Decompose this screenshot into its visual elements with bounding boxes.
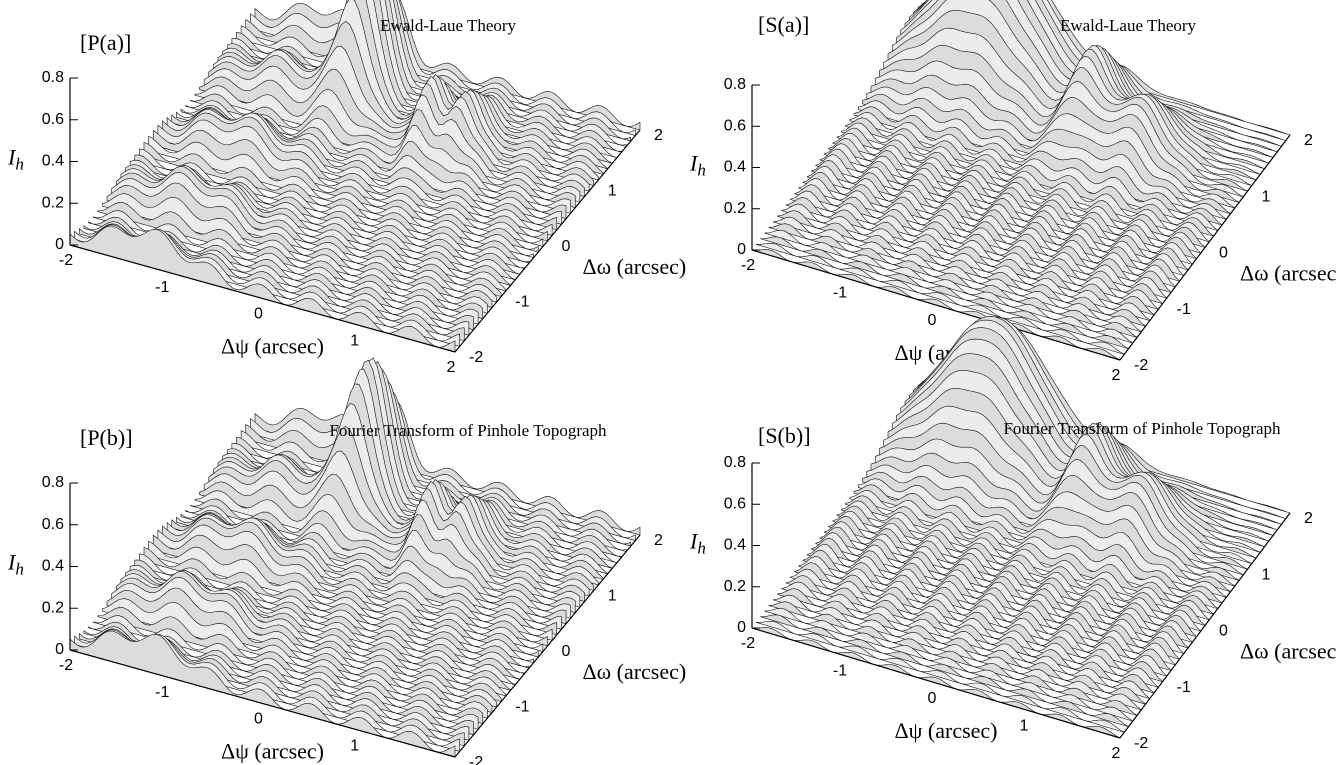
y-tick-label: -2 xyxy=(469,349,483,366)
surface xyxy=(752,0,1290,360)
y-tick-label: 0 xyxy=(562,238,571,255)
panel-label: [S(b)] xyxy=(758,423,811,448)
panel-title: Ewald-Laue Theory xyxy=(380,16,517,35)
y-tick-label: -2 xyxy=(1134,357,1148,374)
z-label-sub: h xyxy=(15,559,24,578)
z-tick-label: 0.8 xyxy=(42,69,64,86)
x-tick-label: 0 xyxy=(254,711,263,728)
z-tick-label: 0.8 xyxy=(724,76,746,93)
x-tick-label: 1 xyxy=(350,332,359,349)
z-axis-label: Ih xyxy=(7,145,24,174)
y-axis-label: Δω (arcsec) xyxy=(583,659,687,684)
z-label-sub: h xyxy=(15,154,24,173)
x-tick-label: 0 xyxy=(254,306,263,323)
z-label-sub: h xyxy=(697,160,706,179)
x-tick-label: -2 xyxy=(741,257,755,274)
surface xyxy=(70,0,640,352)
y-axis-label: Δω (arcsec) xyxy=(1240,639,1337,664)
x-tick-label: 0 xyxy=(928,312,937,329)
x-tick-label: -2 xyxy=(59,252,73,269)
x-tick-label: -1 xyxy=(155,684,169,701)
x-tick-label: 2 xyxy=(1112,367,1121,384)
z-tick-label: 0.6 xyxy=(42,111,64,128)
x-axis-label: Δψ (arcsec) xyxy=(221,334,324,359)
z-tick-label: 0.2 xyxy=(724,578,746,595)
y-tick-label: 1 xyxy=(608,183,617,200)
z-tick-label: 0 xyxy=(737,241,746,258)
y-tick-label: -1 xyxy=(515,294,529,311)
z-tick-label: 0 xyxy=(737,619,746,636)
x-tick-label: 0 xyxy=(928,690,937,707)
y-tick-label: 0 xyxy=(562,643,571,660)
z-axis-label: Ih xyxy=(689,151,706,180)
z-tick-label: 0.2 xyxy=(42,194,64,211)
panel-title: Fourier Transform of Pinhole Topograph xyxy=(329,421,607,440)
y-tick-label: 1 xyxy=(1262,566,1271,583)
y-tick-label: 2 xyxy=(654,127,663,144)
panel-title: Ewald-Laue Theory xyxy=(1060,16,1197,35)
z-tick-label: 0.8 xyxy=(42,474,64,491)
z-axis-label: Ih xyxy=(689,529,706,558)
panel: 0 0.2 0.4 0.6 0.8 -2 -1 0 1 2 -2 -1 0 1 2 Δψ (arcsec) Δω… xyxy=(7,358,686,765)
x-tick-label: 1 xyxy=(1020,718,1029,735)
y-tick-label: 1 xyxy=(608,588,617,605)
panel-label: [S(a)] xyxy=(758,12,809,37)
panel: 0 0.2 0.4 0.6 0.8 -2 -1 0 1 2 -2 -1 0 1 2 Δψ (arcsec) Δω… xyxy=(689,316,1337,762)
x-axis-label: Δψ (arcsec) xyxy=(894,718,997,743)
y-tick-label: 2 xyxy=(1304,132,1313,149)
x-tick-label: 1 xyxy=(350,737,359,754)
y-tick-label: -1 xyxy=(1177,301,1191,318)
x-tick-label: -2 xyxy=(741,635,755,652)
x-tick-label: -1 xyxy=(833,285,847,302)
z-tick-label: 0.2 xyxy=(42,599,64,616)
z-axis-label: Ih xyxy=(7,550,24,579)
y-tick-label: 2 xyxy=(654,532,663,549)
x-axis-label: Δψ (arcsec) xyxy=(221,739,324,764)
y-axis-label: Δω (arcsec) xyxy=(1240,261,1337,286)
x-tick-label: 2 xyxy=(1112,745,1121,762)
z-tick-label: 0.6 xyxy=(724,117,746,134)
y-tick-label: -2 xyxy=(469,754,483,765)
y-tick-label: 0 xyxy=(1219,245,1228,262)
z-tick-label: 0.4 xyxy=(724,537,746,554)
z-tick-label: 0.4 xyxy=(42,153,64,170)
y-tick-label: -1 xyxy=(515,699,529,716)
y-tick-label: -2 xyxy=(1134,735,1148,752)
z-tick-label: 0 xyxy=(55,641,64,658)
panel: 0 0.2 0.4 0.6 0.8 -2 -1 0 1 2 -2 -1 0 1 2 Δψ (arcsec) Δω… xyxy=(7,0,686,376)
y-tick-label: 2 xyxy=(1304,510,1313,527)
panel-title: Fourier Transform of Pinhole Topograph xyxy=(1003,419,1281,438)
x-tick-label: -1 xyxy=(155,279,169,296)
y-axis-label: Δω (arcsec) xyxy=(583,254,687,279)
y-tick-label: -1 xyxy=(1177,679,1191,696)
z-tick-label: 0.6 xyxy=(42,516,64,533)
x-tick-label: -2 xyxy=(59,657,73,674)
z-tick-label: 0.4 xyxy=(724,159,746,176)
z-tick-label: 0.6 xyxy=(724,495,746,512)
x-tick-label: 2 xyxy=(447,359,456,376)
x-tick-label: -1 xyxy=(833,663,847,680)
z-tick-label: 0.4 xyxy=(42,558,64,575)
y-tick-label: 0 xyxy=(1219,623,1228,640)
panel-label: [P(a)] xyxy=(80,30,131,55)
y-tick-label: 1 xyxy=(1262,188,1271,205)
z-tick-label: 0.8 xyxy=(724,454,746,471)
z-tick-label: 0.2 xyxy=(724,200,746,217)
z-tick-label: 0 xyxy=(55,236,64,253)
panel-label: [P(b)] xyxy=(80,425,133,450)
figure: 0 0.2 0.4 0.6 0.8 -2 -1 0 1 2 -2 -1 0 1 2 Δψ (arcsec) Δω… xyxy=(0,0,1337,765)
z-label-sub: h xyxy=(697,538,706,557)
